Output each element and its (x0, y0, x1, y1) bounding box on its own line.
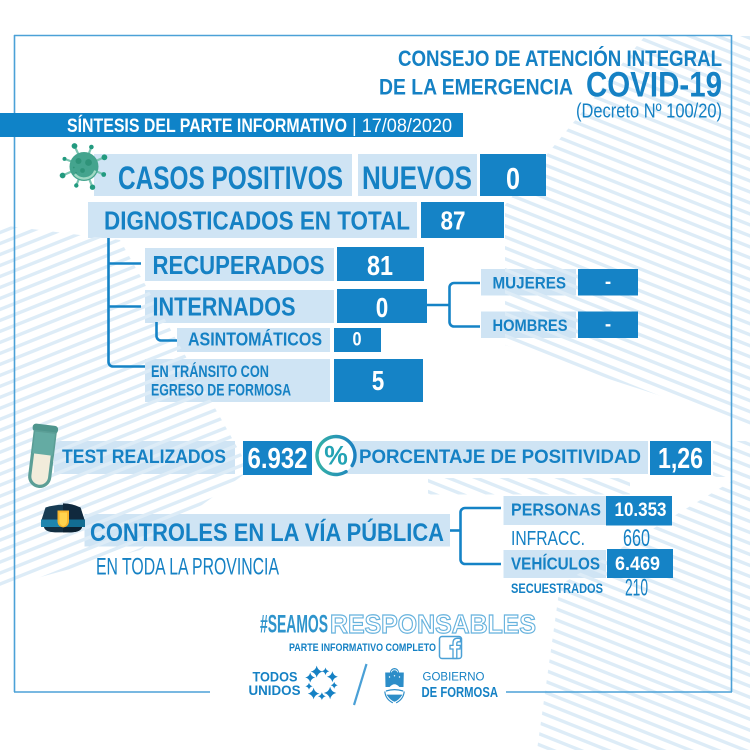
svg-text:-: - (605, 315, 611, 336)
svg-text:EN TRÁNSITO CON: EN TRÁNSITO CON (151, 362, 269, 381)
svg-text:ASINTOMÁTICOS: ASINTOMÁTICOS (188, 329, 322, 350)
svg-text:INTERNADOS: INTERNADOS (153, 294, 296, 322)
svg-text:SECUESTRADOS: SECUESTRADOS (511, 580, 603, 596)
svg-text:-: - (605, 272, 611, 293)
svg-text:MUJERES: MUJERES (493, 274, 567, 293)
svg-text:CONSEJO DE ATENCIÓN INTEGRAL: CONSEJO DE ATENCIÓN INTEGRAL (398, 46, 722, 71)
svg-text:| 17/08/2020: | 17/08/2020 (352, 116, 452, 137)
svg-text:RESPONSABLES: RESPONSABLES (330, 611, 536, 639)
svg-text:6.469: 6.469 (615, 554, 660, 575)
svg-text:DE LA EMERGENCIA: DE LA EMERGENCIA (379, 75, 573, 100)
svg-text:PARTE INFORMATIVO COMPLETO: PARTE INFORMATIVO COMPLETO (289, 642, 436, 654)
svg-text:INFRACC.: INFRACC. (511, 528, 585, 550)
svg-text:EGRESO DE FORMOSA: EGRESO DE FORMOSA (151, 381, 291, 400)
svg-text:CASOS POSITIVOS: CASOS POSITIVOS (118, 160, 343, 196)
svg-text:%: % (324, 441, 348, 471)
svg-text:(Decreto Nº 100/20): (Decreto Nº 100/20) (576, 101, 722, 123)
svg-text:HOMBRES: HOMBRES (493, 316, 568, 335)
svg-text:GOBIERNO: GOBIERNO (423, 672, 485, 684)
svg-text:COVID-19: COVID-19 (586, 66, 722, 105)
svg-text:6.932: 6.932 (248, 443, 308, 475)
svg-text:CONTROLES EN LA VÍA PÚBLICA: CONTROLES EN LA VÍA PÚBLICA (90, 517, 444, 547)
svg-text:10.353: 10.353 (615, 500, 667, 521)
svg-text:RECUPERADOS: RECUPERADOS (153, 252, 325, 280)
svg-text:PORCENTAJE DE POSITIVIDAD: PORCENTAJE DE POSITIVIDAD (359, 446, 641, 468)
svg-text:210: 210 (625, 575, 648, 602)
svg-text:87: 87 (441, 206, 466, 236)
svg-text:0: 0 (376, 292, 389, 323)
svg-text:1,26: 1,26 (658, 443, 703, 475)
svg-text:0: 0 (353, 330, 362, 351)
svg-text:PERSONAS: PERSONAS (511, 500, 601, 520)
svg-text:TEST REALIZADOS: TEST REALIZADOS (62, 446, 226, 468)
svg-text:660: 660 (623, 525, 650, 552)
svg-text:VEHÍCULOS: VEHÍCULOS (511, 553, 600, 574)
svg-text:TODOS: TODOS (253, 670, 298, 685)
svg-text:81: 81 (367, 250, 393, 281)
svg-text:NUEVOS: NUEVOS (362, 160, 472, 196)
svg-text:SÍNTESIS DEL PARTE INFORMATIVO: SÍNTESIS DEL PARTE INFORMATIVO (67, 115, 347, 137)
svg-text:DE FORMOSA: DE FORMOSA (422, 685, 499, 701)
svg-text:5: 5 (372, 365, 385, 396)
svg-text:#SEAMOS: #SEAMOS (260, 611, 328, 639)
svg-text:UNIDOS: UNIDOS (249, 683, 301, 698)
svg-text:DIGNOSTICADOS EN TOTAL: DIGNOSTICADOS EN TOTAL (104, 208, 410, 236)
svg-text:0: 0 (506, 161, 520, 196)
svg-text:EN TODA LA PROVINCIA: EN TODA LA PROVINCIA (96, 554, 279, 581)
